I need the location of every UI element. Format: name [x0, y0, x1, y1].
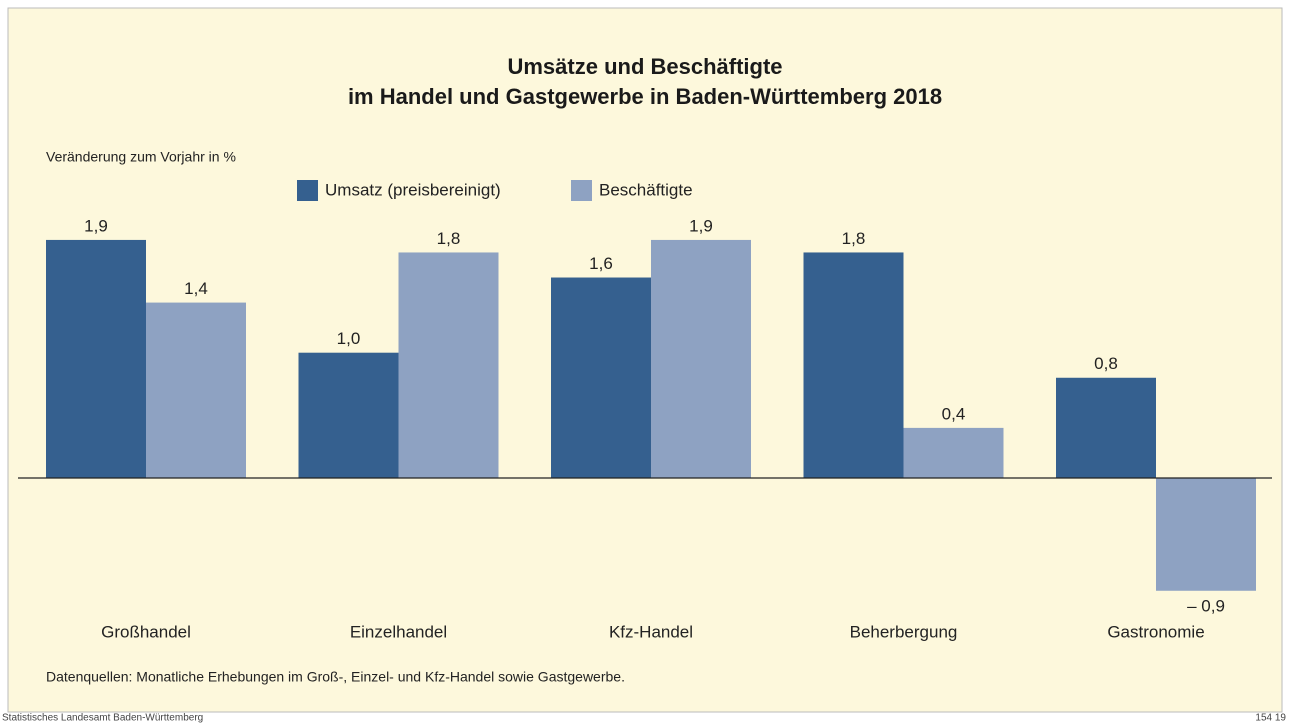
x-tick-label: Gastronomie [1107, 622, 1204, 641]
legend-swatch [297, 180, 318, 201]
value-label: 1,9 [84, 216, 108, 235]
value-label: 0,8 [1094, 354, 1118, 373]
legend-swatch [571, 180, 592, 201]
figure-number: 154 19 [1255, 713, 1286, 724]
value-label: – 0,9 [1187, 596, 1225, 615]
bar [551, 277, 651, 478]
value-label: 1,8 [437, 229, 461, 248]
subtitle: Veränderung zum Vorjahr in % [46, 149, 236, 165]
legend-label: Beschäftigte [599, 180, 693, 199]
x-tick-label: Beherbergung [850, 622, 958, 641]
bar [1056, 377, 1156, 478]
value-label: 1,4 [184, 279, 208, 298]
value-label: 1,6 [589, 254, 613, 273]
bar [298, 352, 399, 478]
bar [46, 239, 146, 478]
bar [146, 302, 246, 478]
x-tick-label: Einzelhandel [350, 622, 447, 641]
bar [398, 252, 499, 478]
value-label: 1,9 [689, 216, 713, 235]
publisher: Statistisches Landesamt Baden-Württember… [2, 713, 203, 724]
source: Datenquellen: Monatliche Erhebungen im G… [46, 669, 625, 685]
legend-label: Umsatz (preisbereinigt) [325, 180, 501, 199]
x-tick-label: Großhandel [101, 622, 191, 641]
value-label: 1,8 [842, 229, 866, 248]
chart-title: im Handel und Gastgewerbe in Baden-Württ… [348, 84, 942, 109]
bar [903, 427, 1004, 478]
value-label: 0,4 [942, 404, 966, 423]
value-label: 1,0 [337, 329, 361, 348]
bar [803, 252, 904, 478]
x-tick-label: Kfz-Handel [609, 622, 693, 641]
bar [1156, 478, 1256, 591]
bar [651, 239, 751, 478]
chart-title: Umsätze und Beschäftigte [507, 54, 782, 79]
